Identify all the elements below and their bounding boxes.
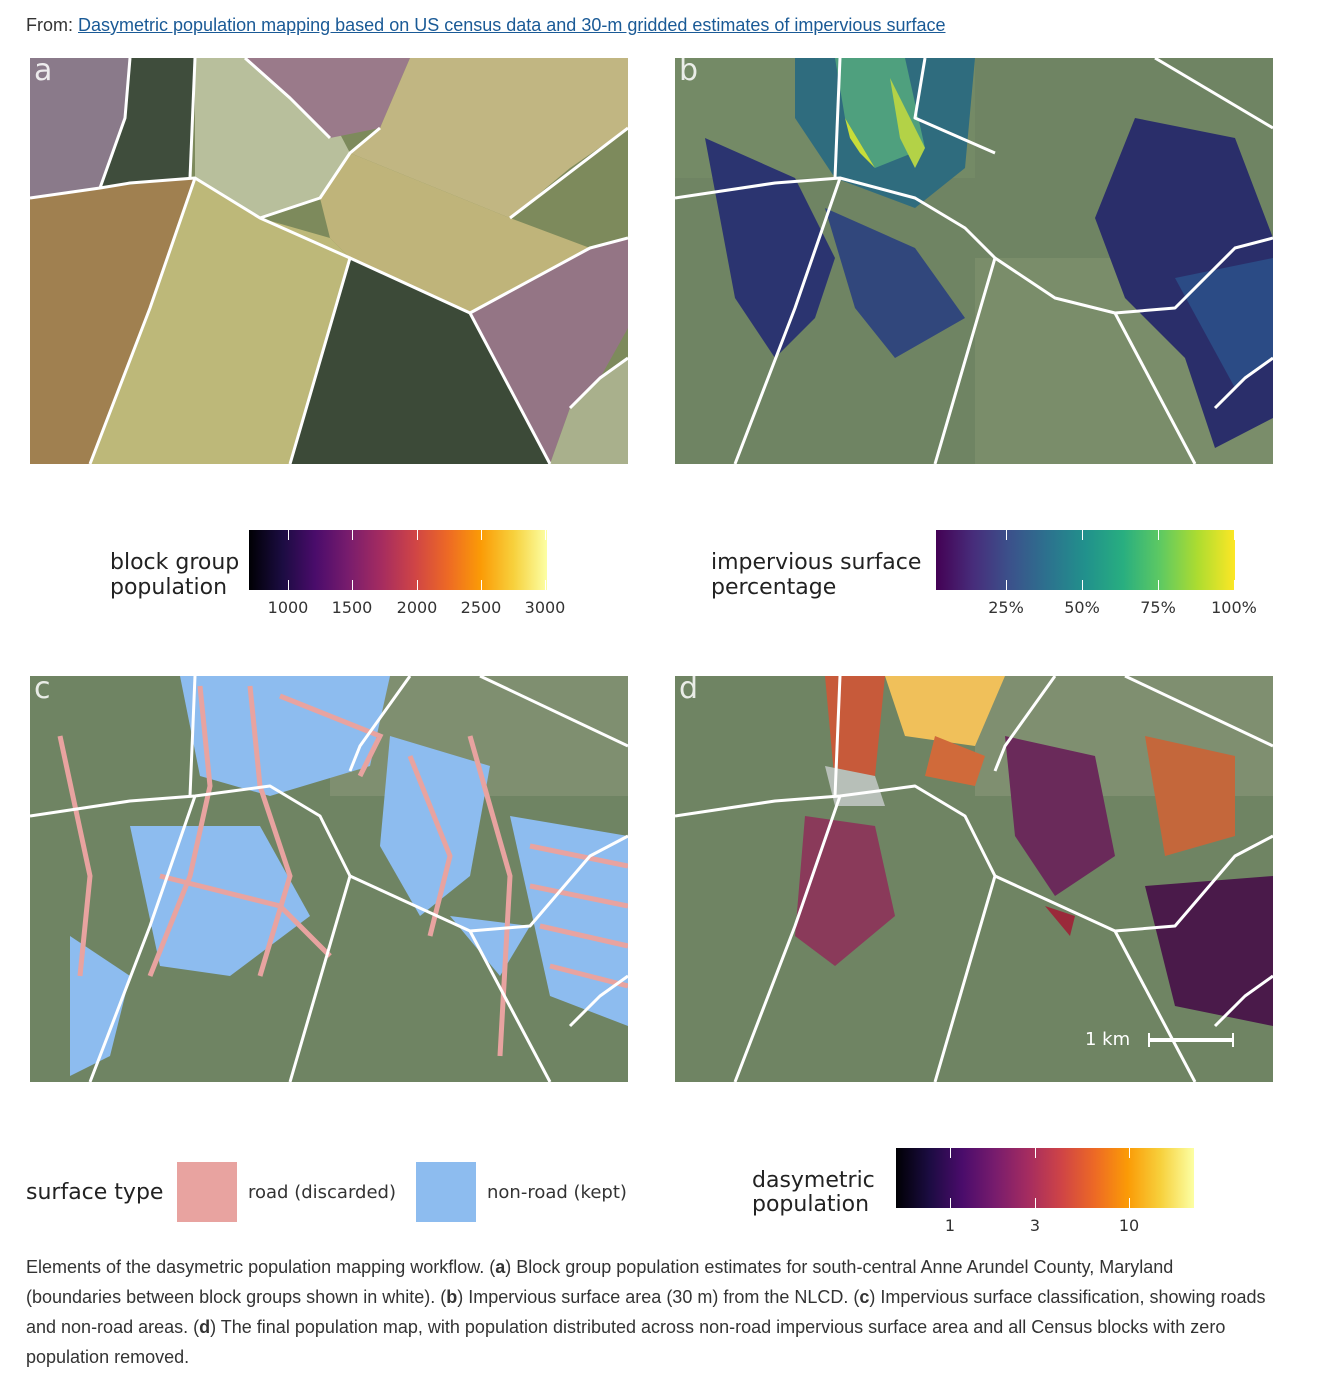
tick-mark xyxy=(352,530,353,540)
panel-d-map: d 1 km xyxy=(675,676,1273,1082)
tick-mark xyxy=(481,530,482,540)
tick-label: 10 xyxy=(1118,1216,1140,1235)
legend-colorbar xyxy=(936,530,1235,590)
tick-label: 1500 xyxy=(331,598,373,617)
figure-caption: Elements of the dasymetric population ma… xyxy=(26,1252,1266,1372)
article-link[interactable]: Dasymetric population mapping based on U… xyxy=(78,15,946,35)
tick-mark xyxy=(1158,580,1159,590)
legend-title-line2: population xyxy=(752,1192,870,1217)
caption-text-b: ) Impervious surface area (30 m) from th… xyxy=(457,1287,860,1307)
panel-d-letter: d xyxy=(679,676,699,706)
panel-d-image xyxy=(675,676,1273,1082)
caption-text-d: ) The final population map, with populat… xyxy=(26,1317,1226,1367)
tick-mark xyxy=(417,580,418,590)
road-swatch xyxy=(177,1162,237,1222)
tick-label: 50% xyxy=(1064,598,1100,617)
tick-mark xyxy=(417,530,418,540)
legend-title-line2: percentage xyxy=(711,575,837,600)
tick-mark xyxy=(1035,1198,1036,1208)
caption-letter-d: d xyxy=(199,1317,211,1337)
legend-dasymetric: dasymetric population 1 3 10 xyxy=(752,1146,1202,1246)
caption-text-c: ) Impervious surface classification, sho… xyxy=(26,1287,1266,1337)
caption-text-a: ) Block group population estimates for s… xyxy=(26,1257,1174,1307)
tick-mark xyxy=(1158,530,1159,540)
panel-b-map: b xyxy=(675,58,1273,464)
tick-mark xyxy=(1082,580,1083,590)
legend-colorbar xyxy=(249,530,547,590)
tick-mark xyxy=(481,580,482,590)
tick-mark xyxy=(1006,580,1007,590)
legend-block-group: block group population 1000 1500 2000 25… xyxy=(110,528,590,628)
tick-label: 3 xyxy=(1029,1216,1041,1235)
tick-label: 1 xyxy=(944,1216,956,1235)
caption-intro: Elements of the dasymetric population ma… xyxy=(26,1257,496,1277)
legend-surface-type: surface type road (discarded) non-road (… xyxy=(26,1160,666,1224)
legend-title-line1: block group xyxy=(110,550,240,575)
tick-mark xyxy=(1234,530,1235,540)
tick-label: 25% xyxy=(988,598,1024,617)
legend-title: surface type xyxy=(26,1180,164,1205)
caption-letter-b: b xyxy=(446,1287,458,1307)
non-road-swatch xyxy=(416,1162,476,1222)
tick-mark xyxy=(545,530,546,540)
caption-letter-c: c xyxy=(859,1287,870,1307)
tick-label: 2000 xyxy=(396,598,438,617)
tick-mark xyxy=(1234,580,1235,590)
tick-mark xyxy=(352,580,353,590)
tick-label: 100% xyxy=(1211,598,1257,617)
tick-mark xyxy=(1129,1198,1130,1208)
legend-title-line1: dasymetric xyxy=(752,1168,875,1193)
tick-label: 3000 xyxy=(524,598,566,617)
panel-b-image xyxy=(675,58,1273,464)
panel-b-letter: b xyxy=(679,58,699,88)
tick-mark xyxy=(1082,530,1083,540)
panel-c-map: c xyxy=(30,676,628,1082)
tick-mark xyxy=(950,1198,951,1208)
source-line: From: Dasymetric population mapping base… xyxy=(26,15,945,36)
from-label: From: xyxy=(26,15,73,35)
tick-mark xyxy=(1129,1148,1130,1158)
legend-impervious: impervious surface percentage 25% 50% 75… xyxy=(711,528,1271,628)
scalebar-label: 1 km xyxy=(1085,1029,1131,1050)
tick-label: 2500 xyxy=(460,598,502,617)
panel-c-letter: c xyxy=(34,676,51,706)
non-road-label: non-road (kept) xyxy=(487,1182,627,1203)
panel-a-map: a xyxy=(30,58,628,464)
tick-label: 75% xyxy=(1140,598,1176,617)
panel-a-image xyxy=(30,58,628,464)
panel-c-image xyxy=(30,676,628,1082)
tick-mark xyxy=(950,1148,951,1158)
tick-mark xyxy=(1006,530,1007,540)
tick-label: 1000 xyxy=(267,598,309,617)
panel-a-letter: a xyxy=(34,58,53,88)
road-label: road (discarded) xyxy=(248,1182,396,1203)
tick-mark xyxy=(545,580,546,590)
legend-title-line2: population xyxy=(110,575,228,600)
legend-title-line1: impervious surface xyxy=(711,550,922,575)
tick-mark xyxy=(288,580,289,590)
caption-letter-a: a xyxy=(495,1257,506,1277)
legend-colorbar xyxy=(896,1148,1194,1208)
tick-mark xyxy=(1035,1148,1036,1158)
tick-mark xyxy=(288,530,289,540)
